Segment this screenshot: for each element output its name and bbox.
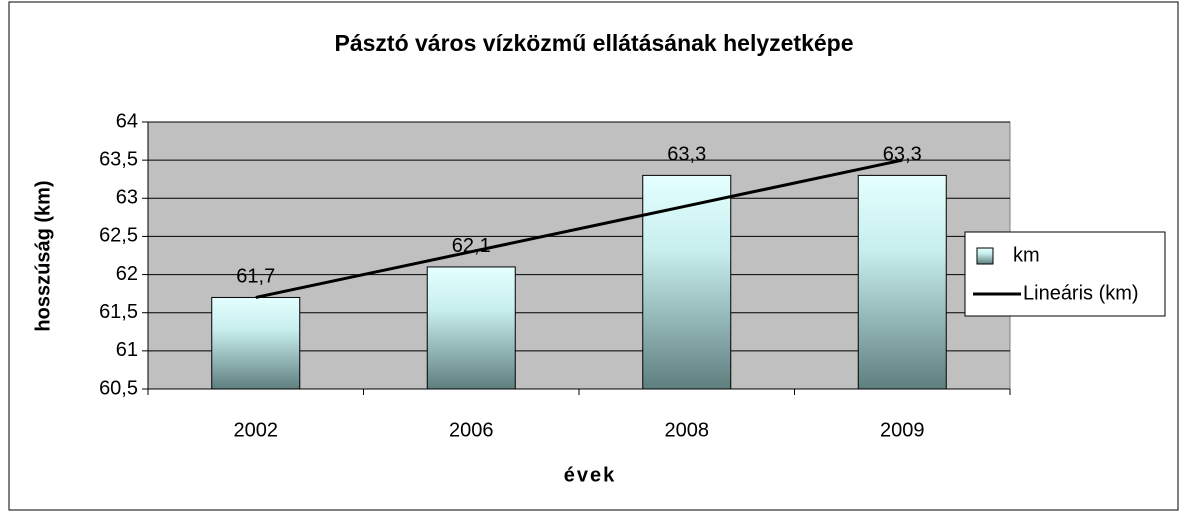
legend-label: km: [1013, 244, 1040, 266]
data-label: 61,7: [236, 266, 275, 288]
data-label: 62,1: [452, 235, 491, 257]
data-label: 63,3: [667, 144, 706, 166]
bar: [426, 266, 516, 390]
x-tick-label: 2002: [234, 419, 279, 441]
y-tick-label: 62,5: [99, 225, 138, 247]
y-tick-label: 60,5: [99, 377, 138, 399]
y-tick-label: 64: [116, 110, 138, 132]
y-tick-label: 63: [116, 187, 138, 209]
y-tick-label: 61: [116, 339, 138, 361]
x-tick-label: 2009: [880, 419, 925, 441]
y-tick-label: 62: [116, 263, 138, 285]
x-tick-label: 2008: [665, 419, 710, 441]
y-tick-label: 63,5: [99, 148, 138, 170]
chart-title: Pásztó város vízközmű ellátásának helyze…: [334, 30, 853, 56]
trend-line: [255, 158, 903, 299]
data-label: 63,3: [883, 144, 922, 166]
x-axis-label: évek: [564, 464, 617, 486]
y-axis-label: hosszúság (km): [32, 180, 54, 331]
legend-label: Lineáris (km): [1023, 282, 1139, 304]
y-tick-label: 61,5: [99, 301, 138, 323]
legend-box: [964, 231, 1166, 317]
x-tick-label: 2006: [449, 419, 494, 441]
legend-swatch: [976, 247, 994, 265]
bar: [211, 296, 301, 390]
bar: [857, 174, 947, 390]
